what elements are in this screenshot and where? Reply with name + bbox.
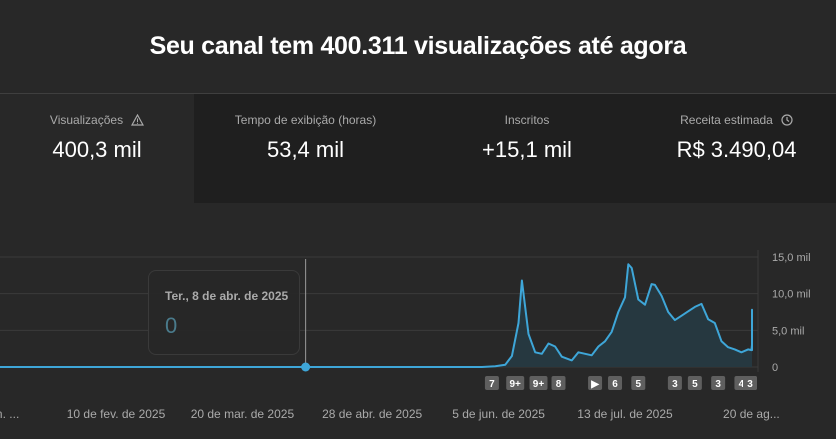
metric-label-text: Tempo de exibição (horas) — [234, 113, 377, 127]
x-tick-label: 20 de mar. de 2025 — [191, 407, 295, 421]
warning-icon — [131, 114, 145, 126]
x-tick-label: 5 de jun. de 2025 — [452, 407, 545, 421]
metric-value: 53,4 mil — [266, 137, 345, 162]
series-area — [0, 264, 752, 367]
series-line — [0, 263, 753, 368]
metric-card-subscribers[interactable]: Inscritos +15,1 mil — [417, 94, 638, 203]
x-tick-label: 28 de abr. de 2025 — [322, 407, 422, 421]
metric-label-text: Inscritos — [504, 113, 550, 127]
metric-label: Inscritos — [505, 112, 550, 128]
event-marker — [588, 376, 603, 390]
event-marker-label: 3 — [715, 379, 721, 390]
event-marker — [687, 376, 702, 390]
event-marker — [506, 376, 525, 390]
metrics-bar: Visualizações 400,3 mil Tempo de exibiçã… — [0, 93, 836, 203]
event-marker-label: 5 — [692, 379, 698, 390]
y-tick-label: 15,0 mil — [772, 252, 811, 264]
event-marker-label: ▶ — [590, 379, 600, 390]
metric-label-text: Visualizações — [49, 113, 124, 127]
metric-label-text: Receita estimada — [680, 113, 773, 127]
event-marker-label: 5 — [636, 379, 642, 390]
tooltip-value: 0 — [165, 313, 178, 338]
metric-label: Receita estimada — [680, 112, 793, 128]
x-tick-label: 3 de jan. ... — [0, 407, 19, 421]
x-tick-label: 13 de jul. de 2025 — [577, 407, 673, 421]
event-marker — [711, 376, 726, 390]
metric-value: R$ 3.490,04 — [676, 137, 797, 162]
metric-card-views[interactable]: Visualizações 400,3 mil — [0, 94, 195, 203]
x-tick-label: 20 de ag... — [723, 407, 780, 421]
metric-value: 400,3 mil — [52, 137, 142, 162]
event-marker-label: 3 — [672, 379, 678, 390]
clock-icon — [781, 114, 793, 126]
highlight-point — [301, 362, 311, 372]
event-marker — [631, 376, 646, 390]
event-marker — [529, 376, 548, 390]
y-tick-label: 5,0 mil — [772, 325, 804, 337]
event-marker — [484, 376, 499, 390]
chart-tooltip: Ter., 8 de abr. de 2025 0 — [148, 270, 300, 355]
event-marker-label: 9+ — [510, 379, 522, 390]
event-marker-label: 6 — [612, 379, 618, 390]
event-marker-label: 3 — [747, 379, 753, 390]
event-marker — [551, 376, 566, 390]
metric-label: Tempo de exibição (horas) — [235, 112, 376, 128]
event-marker — [743, 376, 757, 390]
event-marker-label: 9+ — [533, 379, 545, 390]
event-marker — [608, 376, 623, 390]
y-tick-label: 10,0 mil — [772, 289, 811, 301]
y-tick-label: 0 — [772, 362, 778, 374]
metric-value: +15,1 mil — [482, 137, 572, 162]
x-tick-label: 10 de fev. de 2025 — [67, 407, 166, 421]
event-marker-label: 4 — [739, 379, 745, 390]
metric-label: Visualizações — [49, 112, 145, 128]
tooltip-date: Ter., 8 de abr. de 2025 — [165, 289, 289, 303]
page-title: Seu canal tem 400.311 visualizações até … — [149, 31, 687, 60]
metric-card-watch-time[interactable]: Tempo de exibição (horas) 53,4 mil — [195, 94, 417, 203]
metric-card-revenue[interactable]: Receita estimada R$ 3.490,04 — [638, 94, 836, 203]
event-marker-label: 8 — [556, 379, 562, 390]
event-marker-label: 7 — [489, 379, 495, 390]
event-marker — [667, 376, 682, 390]
